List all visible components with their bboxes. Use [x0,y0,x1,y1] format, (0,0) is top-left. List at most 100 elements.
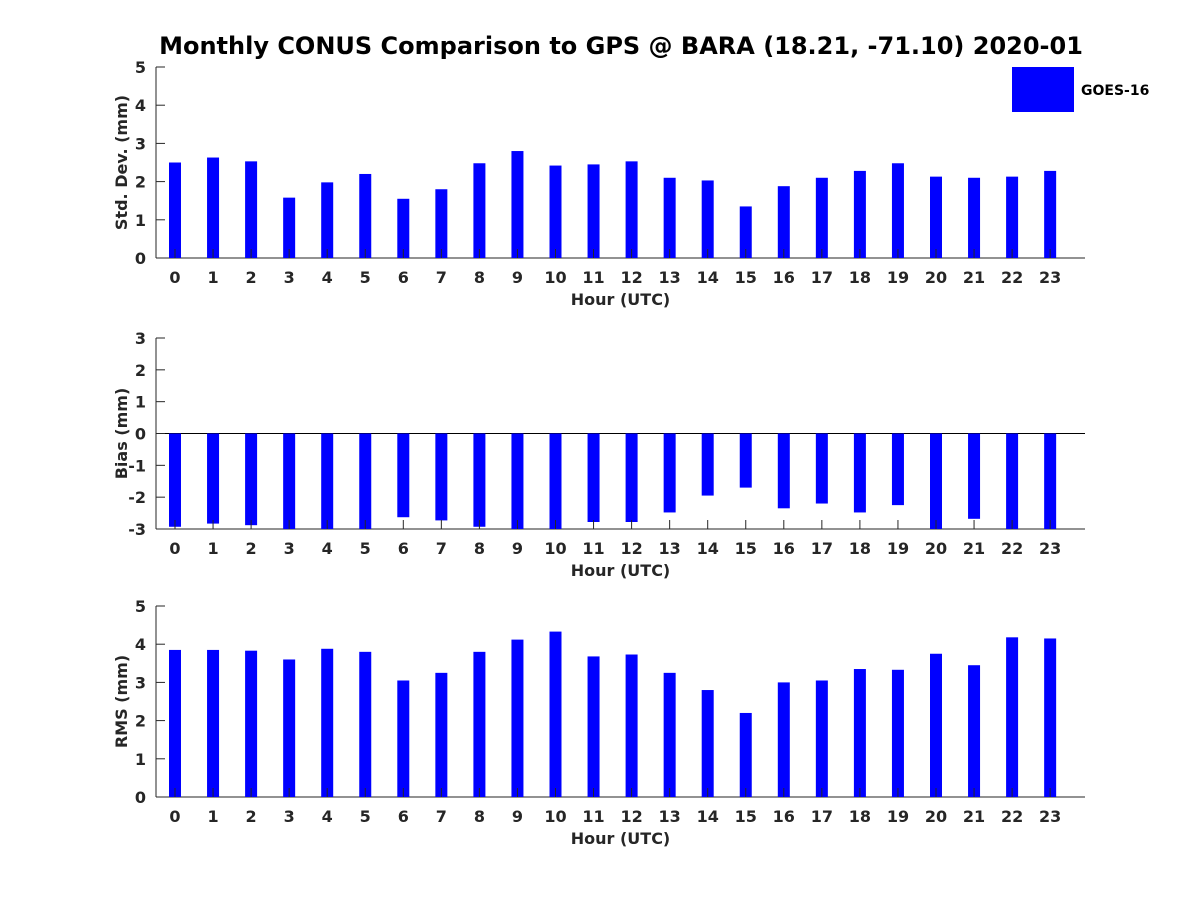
x-tick-label: 2 [246,807,257,826]
bar [968,433,981,519]
bar [739,712,752,797]
y-tick-label: 5 [135,597,146,616]
x-tick-label: 19 [887,807,909,826]
bar [663,672,676,797]
x-tick-label: 13 [659,807,681,826]
legend: GOES-16 [1012,67,1149,112]
x-tick-label: 4 [322,807,333,826]
x-tick-label: 21 [963,268,985,287]
x-tick-label: 5 [360,539,371,558]
bar [245,433,258,526]
bar [549,631,562,797]
x-tick-label: 17 [811,807,833,826]
bar [321,433,334,529]
bar [435,433,448,521]
x-tick-label: 15 [735,807,757,826]
y-tick-label: 4 [135,635,146,654]
bar [169,162,181,258]
bar [701,690,714,797]
x-tick-label: 14 [697,539,719,558]
x-axis-label: Hour (UTC) [571,829,671,848]
y-tick-label: 0 [135,249,146,268]
bar [169,649,181,797]
x-tick-label: 3 [284,268,295,287]
legend-swatch [1012,67,1074,112]
bar [663,433,676,513]
bar [549,433,562,529]
y-axis-label: Bias (mm) [112,388,131,480]
bar [321,182,334,258]
x-tick-label: 13 [659,268,681,287]
x-tick-label: 6 [398,268,409,287]
bar [397,433,410,518]
bar [169,433,181,527]
x-tick-label: 11 [582,268,604,287]
bar [663,177,676,258]
x-tick-label: 3 [284,807,295,826]
x-tick-label: 1 [207,268,218,287]
x-tick-label: 23 [1039,268,1061,287]
bar [968,177,981,258]
x-tick-label: 6 [398,807,409,826]
bar [739,433,752,488]
bar [930,653,942,797]
bar [930,433,942,529]
bar [549,165,562,258]
bar [207,157,220,258]
x-tick-label: 4 [322,268,333,287]
x-tick-label: 8 [474,539,485,558]
bar [853,669,866,797]
x-axis-label: Hour (UTC) [571,290,671,309]
bar [891,433,904,506]
x-tick-label: 20 [925,539,947,558]
y-tick-label: -1 [128,456,146,475]
x-tick-label: 1 [207,539,218,558]
bar [587,656,600,797]
x-tick-label: 19 [887,268,909,287]
bar [283,197,296,258]
bar [1044,433,1057,529]
x-tick-label: 10 [544,268,566,287]
x-tick-label: 18 [849,807,871,826]
legend-label: GOES-16 [1081,83,1149,99]
x-tick-label: 5 [360,807,371,826]
bar [891,163,904,258]
bar [777,433,790,509]
bar [701,180,714,258]
y-tick-label: 2 [135,361,146,380]
y-tick-label: 2 [135,712,146,731]
x-tick-label: 22 [1001,268,1023,287]
x-tick-label: 9 [512,807,523,826]
x-tick-label: 10 [544,539,566,558]
x-tick-label: 19 [887,539,909,558]
x-tick-label: 0 [169,539,180,558]
bar [777,186,790,258]
x-tick-label: 12 [620,807,642,826]
y-tick-label: 1 [135,750,146,769]
x-tick-label: 7 [436,539,447,558]
x-tick-label: 15 [735,268,757,287]
x-tick-label: 12 [620,539,642,558]
x-tick-label: 9 [512,268,523,287]
bar [397,198,410,258]
bar [397,680,410,797]
x-axis-label: Hour (UTC) [571,561,671,580]
bar [1044,638,1057,797]
bar [815,177,828,258]
y-tick-label: 1 [135,211,146,230]
bar [511,433,524,529]
bar [625,433,638,522]
x-tick-label: 11 [582,539,604,558]
x-tick-label: 22 [1001,807,1023,826]
x-tick-label: 20 [925,268,947,287]
bar [1044,170,1057,258]
y-axis-label: RMS (mm) [112,655,131,748]
bar [359,173,372,258]
x-tick-label: 4 [322,539,333,558]
y-tick-label: 3 [135,673,146,692]
